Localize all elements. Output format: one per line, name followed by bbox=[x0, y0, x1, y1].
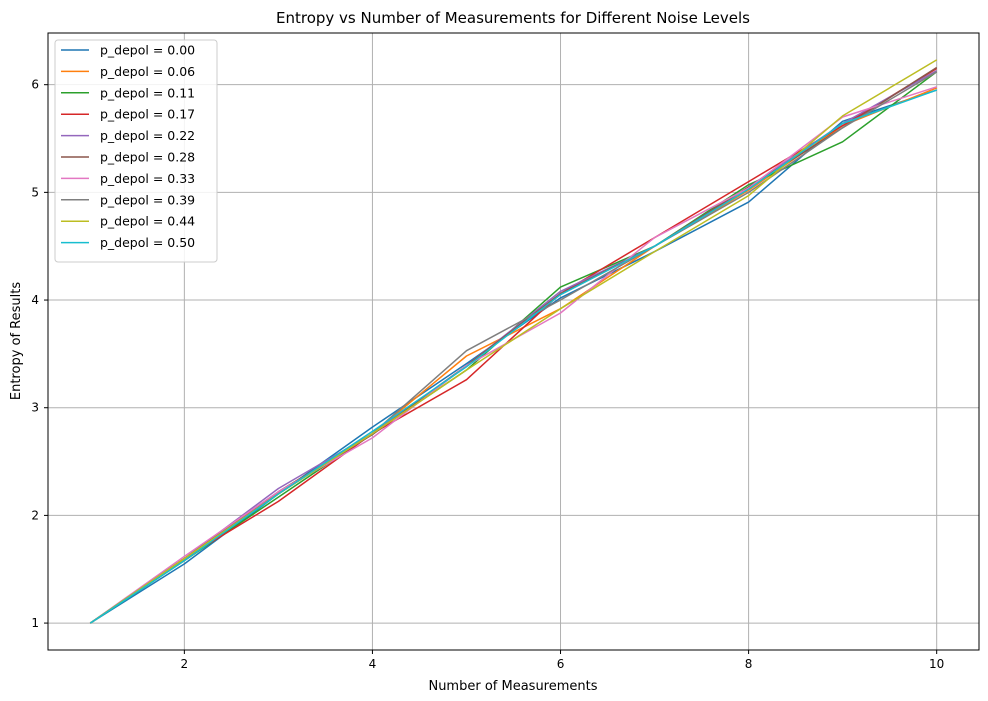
legend-label: p_depol = 0.11 bbox=[100, 85, 195, 100]
x-tick-label: 2 bbox=[181, 657, 189, 671]
legend-box bbox=[54, 39, 218, 263]
legend-label: p_depol = 0.33 bbox=[100, 171, 195, 186]
legend-label: p_depol = 0.44 bbox=[100, 214, 195, 229]
y-axis-ticks: 1 2 3 4 5 6 bbox=[31, 78, 48, 630]
x-tick-label: 10 bbox=[929, 657, 944, 671]
y-tick-label: 6 bbox=[31, 78, 39, 92]
y-tick-label: 5 bbox=[31, 185, 39, 199]
legend-label: p_depol = 0.22 bbox=[100, 128, 195, 143]
legend-label: p_depol = 0.28 bbox=[100, 150, 195, 165]
legend-label: p_depol = 0.39 bbox=[100, 192, 195, 207]
y-tick-label: 2 bbox=[31, 508, 39, 522]
legend-label: p_depol = 0.00 bbox=[100, 43, 195, 58]
grid-lines bbox=[48, 33, 979, 650]
series-lines bbox=[89, 59, 938, 624]
series-line bbox=[89, 66, 938, 624]
y-tick-label: 3 bbox=[31, 401, 39, 415]
axes-frame bbox=[47, 32, 980, 651]
x-axis-label: Number of Measurements bbox=[428, 679, 597, 694]
series-line bbox=[89, 89, 937, 624]
y-tick-label: 4 bbox=[31, 293, 39, 307]
legend-label: p_depol = 0.50 bbox=[100, 235, 195, 250]
legend: p_depol = 0.00 p_depol = 0.06 p_depol = 0.… bbox=[54, 39, 218, 263]
legend-label: p_depol = 0.17 bbox=[100, 107, 195, 122]
legend-label: p_depol = 0.06 bbox=[100, 64, 195, 79]
chart-title: Entropy vs Number of Measurements for Di… bbox=[276, 9, 750, 27]
series-line bbox=[89, 67, 938, 624]
x-tick-label: 4 bbox=[369, 657, 377, 671]
y-tick-label: 1 bbox=[31, 616, 39, 630]
x-tick-label: 6 bbox=[557, 657, 565, 671]
x-axis-ticks: 2 4 6 8 10 bbox=[181, 650, 944, 671]
x-tick-label: 8 bbox=[745, 657, 753, 671]
y-axis-label: Entropy of Results bbox=[9, 282, 24, 400]
